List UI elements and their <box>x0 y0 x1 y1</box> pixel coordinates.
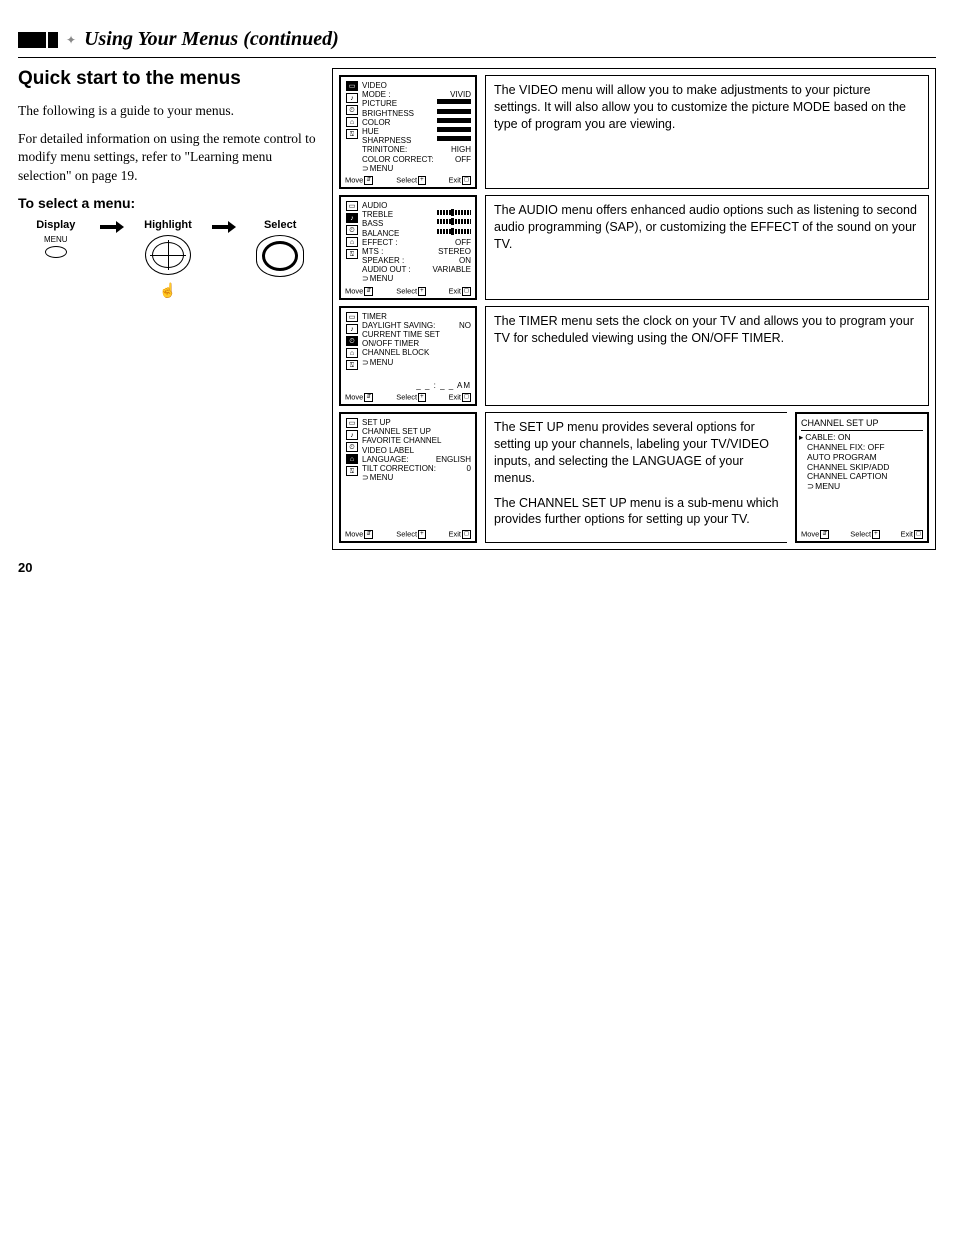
exit-tab-icon: ⍂ <box>346 360 358 370</box>
timer-tab-icon: ⏲ <box>346 225 358 235</box>
menu-footer: Move⇵ Select+ Exit◻ <box>801 527 923 539</box>
menu-footer: Move⇵ Select+ Exit◻ <box>345 284 471 296</box>
video-menu-items: VIDEO MODE :VIVID PICTURE BRIGHTNESS COL… <box>362 81 471 173</box>
menu-footer: Move⇵ Select+ Exit◻ <box>345 173 471 185</box>
rocker-button-icon <box>256 235 304 277</box>
video-tab-icon: ▭ <box>346 312 358 322</box>
menu-button-icon: MENU <box>44 235 68 258</box>
timer-menu-items: TIMER DAYLIGHT SAVING:NO CURRENT TIME SE… <box>362 312 471 390</box>
setup-tab-icon: ⌂ <box>346 348 358 358</box>
right-column: ▭ ♪ ⏲ ⌂ ⍂ VIDEO MODE :VIVID PICTURE BRIG… <box>332 68 936 550</box>
audio-description: The AUDIO menu offers enhanced audio opt… <box>485 195 929 300</box>
direction-pad-icon <box>145 235 191 275</box>
audio-row: ▭ ♪ ⏲ ⌂ ⍂ AUDIO TREBLE BASS BALANCE EFFE… <box>339 195 929 300</box>
video-tab-icon: ▭ <box>346 201 358 211</box>
channel-setup-submenu-box: CHANNEL SET UP CABLE: ON CHANNEL FIX: OF… <box>795 412 929 543</box>
step-display: Display MENU <box>18 219 94 258</box>
menu-footer: Move⇵ Select+ Exit◻ <box>345 390 471 402</box>
exit-tab-icon: ⍂ <box>346 249 358 259</box>
timer-tab-icon: ⏲ <box>346 105 358 115</box>
header-decor-blocks <box>18 32 58 48</box>
header-rule <box>18 57 936 58</box>
header-star-icon: ✦ <box>66 33 76 47</box>
setup-row: ▭ ♪ ⏲ ⌂ ⍂ SET UP CHANNEL SET UP FAVORITE… <box>339 412 929 543</box>
hand-pointer-icon: ☝ <box>159 283 176 297</box>
audio-tab-icon: ♪ <box>346 430 358 440</box>
page-header: ✦ Using Your Menus (continued) <box>18 28 936 51</box>
step-select: Select <box>242 219 318 277</box>
audio-menu-items: AUDIO TREBLE BASS BALANCE EFFECT :OFF MT… <box>362 201 471 284</box>
timer-row: ▭ ♪ ⏲ ⌂ ⍂ TIMER DAYLIGHT SAVING:NO CURRE… <box>339 306 929 406</box>
audio-menu-box: ▭ ♪ ⏲ ⌂ ⍂ AUDIO TREBLE BASS BALANCE EFFE… <box>339 195 477 300</box>
video-tab-icon: ▭ <box>346 418 358 428</box>
page-number: 20 <box>18 560 32 575</box>
timer-am-placeholder: _ _ : _ _ AM <box>362 381 471 390</box>
setup-menu-box: ▭ ♪ ⏲ ⌂ ⍂ SET UP CHANNEL SET UP FAVORITE… <box>339 412 477 543</box>
video-row: ▭ ♪ ⏲ ⌂ ⍂ VIDEO MODE :VIVID PICTURE BRIG… <box>339 75 929 189</box>
video-tab-icon: ▭ <box>346 81 358 91</box>
step-highlight: Highlight ☝ <box>130 219 206 297</box>
left-column: Quick start to the menus The following i… <box>18 68 318 297</box>
step-highlight-label: Highlight <box>144 219 192 231</box>
step-select-label: Select <box>264 219 296 231</box>
timer-tab-icon: ⏲ <box>346 442 358 452</box>
exit-tab-icon: ⍂ <box>346 466 358 476</box>
video-description: The VIDEO menu will allow you to make ad… <box>485 75 929 189</box>
setup-description: The SET UP menu provides several options… <box>485 412 787 543</box>
setup-tab-icon: ⌂ <box>346 117 358 127</box>
step-display-label: Display <box>36 219 75 231</box>
video-menu-box: ▭ ♪ ⏲ ⌂ ⍂ VIDEO MODE :VIVID PICTURE BRIG… <box>339 75 477 189</box>
select-menu-steps: Display MENU Highlight ☝ Select <box>18 219 318 297</box>
intro-paragraph-1: The following is a guide to your menus. <box>18 102 318 120</box>
audio-tab-icon: ♪ <box>346 324 358 334</box>
timer-description: The TIMER menu sets the clock on your TV… <box>485 306 929 406</box>
arrow-icon <box>212 223 237 231</box>
audio-tab-icon: ♪ <box>346 93 358 103</box>
audio-tab-icon: ♪ <box>346 213 358 223</box>
setup-tab-icon: ⌂ <box>346 237 358 247</box>
arrow-icon <box>100 223 125 231</box>
setup-menu-items: SET UP CHANNEL SET UP FAVORITE CHANNEL V… <box>362 418 471 482</box>
timer-menu-box: ▭ ♪ ⏲ ⌂ ⍂ TIMER DAYLIGHT SAVING:NO CURRE… <box>339 306 477 406</box>
chapter-title: Using Your Menus (continued) <box>84 28 339 51</box>
quick-start-heading: Quick start to the menus <box>18 68 318 90</box>
timer-tab-icon: ⏲ <box>346 336 358 346</box>
select-menu-heading: To select a menu: <box>18 195 318 211</box>
channel-setup-items: CABLE: ON CHANNEL FIX: OFF AUTO PROGRAM … <box>801 433 923 492</box>
menu-footer: Move⇵ Select+ Exit◻ <box>345 527 471 539</box>
setup-tab-icon: ⌂ <box>346 454 358 464</box>
exit-tab-icon: ⍂ <box>346 129 358 139</box>
intro-paragraph-2: For detailed information on using the re… <box>18 130 318 185</box>
